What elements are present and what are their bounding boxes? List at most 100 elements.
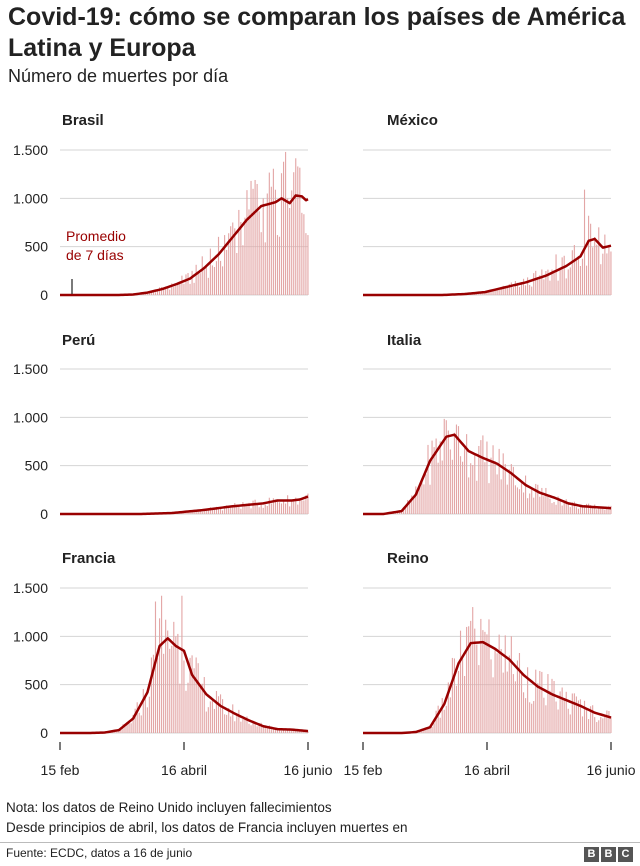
daily-bar [577,700,579,733]
daily-bar [541,487,543,514]
daily-bar [219,507,222,514]
daily-bar [187,682,189,733]
daily-bar [433,447,435,514]
daily-bar [303,214,305,295]
daily-bar [254,179,256,295]
daily-bar [494,288,496,295]
daily-bar [268,497,270,514]
daily-bar [207,277,209,295]
y-tick-label: 500 [25,458,49,474]
daily-bar [496,289,498,295]
y-tick-label: 1.000 [13,190,48,206]
daily-bar [484,462,486,514]
daily-bar [169,648,171,733]
daily-bar [604,715,606,733]
daily-bar [152,290,155,295]
daily-bar [522,492,525,514]
daily-bar [238,709,240,733]
daily-bar [449,449,451,514]
daily-bar [506,671,508,733]
daily-bar [498,448,500,514]
daily-bar [478,445,480,514]
daily-bar [240,222,242,295]
daily-bar [557,280,559,295]
daily-bar [242,502,244,514]
daily-bar [579,266,582,295]
daily-bar [480,293,482,295]
legend-label-average-days: de 7 días [66,247,124,263]
daily-bar [122,724,124,733]
x-tick-label: 15 feb [41,762,80,778]
daily-bar [575,696,577,733]
daily-bar [114,731,116,733]
daily-bar [128,720,130,733]
daily-bar [140,715,142,733]
daily-bar [423,729,425,733]
daily-bar [407,499,409,514]
daily-bar [567,708,569,733]
daily-bar [278,502,281,514]
daily-bar [175,285,177,295]
daily-bar [557,709,559,733]
daily-bar [596,722,598,733]
daily-bar [459,456,462,514]
daily-bar [297,166,299,295]
daily-bar [537,484,539,514]
y-tick-label: 0 [40,287,48,303]
daily-bar [254,499,256,514]
daily-bar [586,503,588,514]
daily-bar [217,236,220,295]
daily-bar [179,281,181,295]
daily-bar [561,687,563,733]
daily-bar [539,496,541,514]
daily-bar [529,493,531,514]
daily-bar [252,188,254,295]
daily-bar [195,264,197,295]
daily-bar [283,161,285,295]
daily-bar [169,289,171,295]
daily-bar [295,497,297,514]
daily-bar [462,657,464,733]
daily-bar [504,635,506,733]
daily-bar [165,288,167,295]
daily-bar [590,706,592,733]
daily-bar [193,668,195,733]
daily-bar [211,509,213,514]
daily-bar [217,696,220,733]
daily-bar [543,697,545,733]
daily-bar [539,670,541,733]
daily-bar [185,690,187,733]
daily-bar [258,507,260,514]
daily-bar [500,649,502,733]
daily-bar [165,619,167,733]
daily-bar [256,502,258,514]
daily-bar [531,703,533,733]
daily-bar [411,495,413,514]
daily-bar [150,657,152,733]
daily-bar [258,211,260,295]
daily-bar [504,286,506,295]
daily-bar [608,244,610,295]
daily-bar [230,716,232,733]
daily-bar [504,464,506,514]
daily-bar [533,273,535,295]
small-multiples-chart: Brasil 0 500 1.000 1.500 México Perú 0 500 1.000 1… [13,112,636,778]
daily-bar [215,261,218,295]
daily-bar [156,290,159,295]
daily-bar [490,457,492,514]
daily-bar [543,279,545,295]
panel-title: Reino [387,550,429,567]
daily-bar [445,705,447,733]
daily-bar [441,460,443,514]
daily-bar [183,660,185,733]
daily-bar [203,269,205,295]
daily-bar [535,483,537,514]
daily-bar [291,500,293,514]
daily-bar [490,659,492,733]
daily-bar [307,235,309,295]
daily-bar [563,698,565,733]
daily-bar [571,250,573,295]
daily-bar [301,730,303,733]
daily-bar [156,657,159,733]
daily-bar [262,198,264,295]
